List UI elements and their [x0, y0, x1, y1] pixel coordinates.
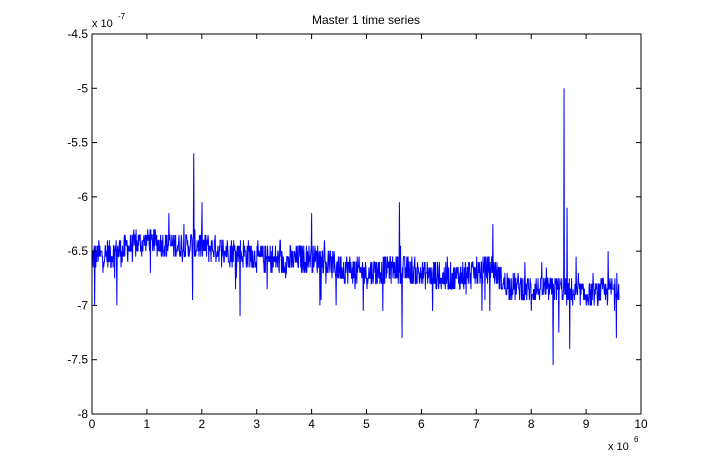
x-tick-label: 9: [583, 417, 590, 431]
y-tick-label: -6: [77, 190, 88, 204]
x-multiplier-base: x 10: [608, 441, 629, 453]
time-series-line: [92, 88, 620, 366]
chart-title: Master 1 time series: [312, 13, 420, 27]
y-tick-label: -4.5: [67, 27, 88, 41]
x-tick-label: 10: [634, 417, 648, 431]
x-tick-label: 6: [418, 417, 425, 431]
plot-data-layer: [92, 88, 620, 366]
y-tick-label: -7.5: [67, 353, 88, 367]
x-tick-label: 8: [528, 417, 535, 431]
x-tick-label: 7: [473, 417, 480, 431]
y-tick-label: -8: [77, 407, 88, 421]
y-tick-label: -6.5: [67, 244, 88, 258]
x-tick-label: 2: [198, 417, 205, 431]
x-tick-label: 0: [89, 417, 96, 431]
y-tick-label: -5: [77, 81, 88, 95]
x-tick-label: 3: [253, 417, 260, 431]
x-tick-label: 4: [308, 417, 315, 431]
x-tick-label: 1: [144, 417, 151, 431]
axes-layer: 0 1 2 3 4 5 6 7 8 9 10 -8 -7.5 -7 -6.5 -6 -5.5 -5 -4.5: [67, 27, 648, 431]
y-multiplier-base: x 10: [92, 18, 113, 30]
y-tick-label: -5.5: [67, 136, 88, 150]
y-multiplier-exponent: -7: [118, 12, 126, 21]
y-tick-label: -7: [77, 298, 88, 312]
x-tick-label: 5: [363, 417, 370, 431]
x-multiplier-exponent: 6: [634, 435, 639, 444]
